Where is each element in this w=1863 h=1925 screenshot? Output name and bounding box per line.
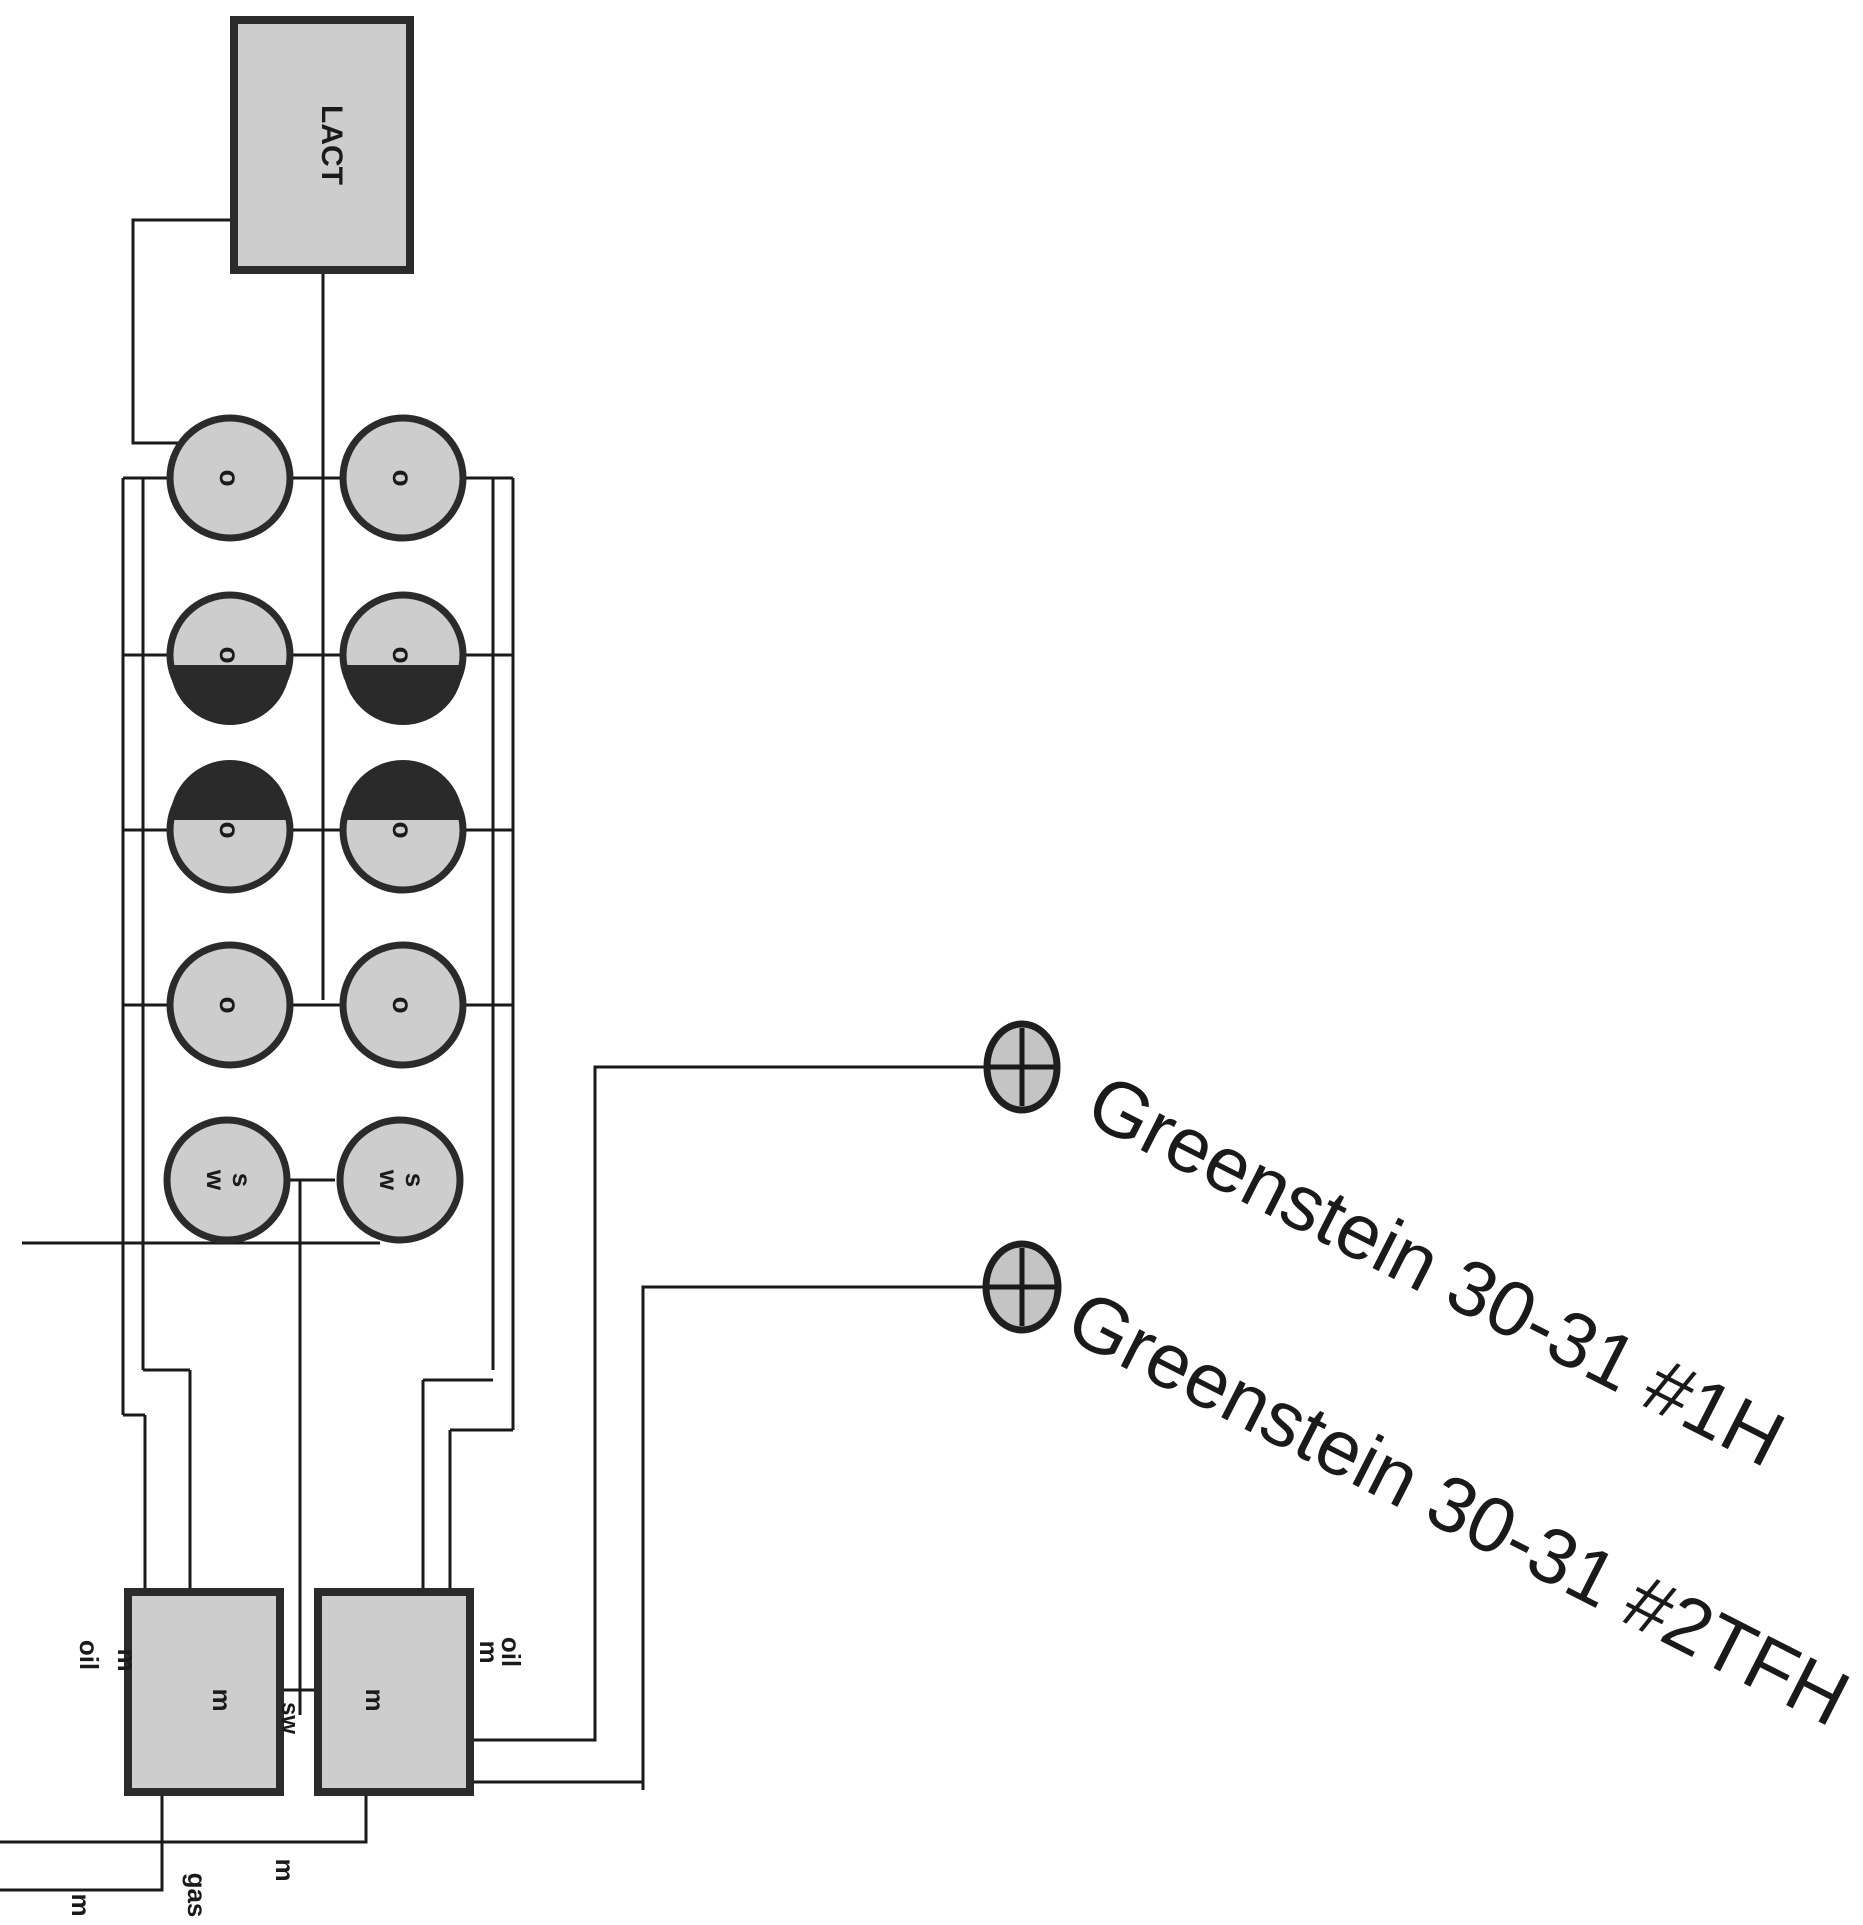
tank-label: o — [387, 996, 418, 1013]
separator-left — [124, 1588, 284, 1796]
pipe-well2 — [473, 1285, 995, 1784]
tank-label: o — [214, 996, 245, 1013]
pipe-bottom-mid — [0, 1790, 368, 1844]
tank-shading — [343, 760, 463, 820]
tank-label-line: s — [400, 1173, 430, 1187]
tank: o — [339, 414, 467, 542]
tank-shading — [170, 665, 290, 725]
tank-label: o — [214, 821, 245, 838]
tank-label-line: s — [227, 1173, 257, 1187]
well-name-1: Greenstein 30-31 #1H — [1074, 1057, 1798, 1484]
separators: m m m m oil oil sw — [74, 1588, 526, 1796]
sw-label: sw — [276, 1702, 303, 1734]
meter-label-bottom-mid: m — [270, 1858, 300, 1881]
well-symbol — [983, 1020, 1061, 1114]
tank-shading — [343, 665, 463, 725]
piping — [0, 218, 995, 1892]
tank: sw — [336, 1116, 464, 1244]
meter-label: m — [112, 1648, 142, 1671]
meter-label: m — [474, 1640, 504, 1663]
lact-label: LACT — [315, 105, 348, 185]
tank-label-line: w — [374, 1169, 404, 1191]
tank-label: o — [214, 469, 245, 486]
well-name-2: Greenstein 30-31 #2TFH — [1054, 1273, 1863, 1743]
tank: o — [166, 941, 294, 1069]
pipe-lact-to-tank1 — [131, 218, 230, 445]
lact-unit: LACT — [230, 16, 414, 274]
bottom-labels: m m gas — [66, 1858, 300, 1917]
tank-shading — [170, 760, 290, 820]
well-symbol — [982, 1240, 1062, 1334]
pipe-well1 — [473, 1065, 995, 1742]
tank: o — [339, 591, 467, 725]
tank: o — [339, 760, 467, 894]
tank-label: o — [214, 646, 245, 663]
tank: o — [166, 760, 294, 894]
tank-battery: o o o o o o o — [163, 414, 467, 1244]
tank: sw — [163, 1116, 291, 1244]
meter-label: m — [360, 1688, 390, 1711]
oil-label-left: oil — [74, 1640, 104, 1670]
tank-label: o — [387, 469, 418, 486]
tank-label: sw — [201, 1169, 257, 1191]
wells: Greenstein 30-31 #1H Greenstein 30-31 #2… — [982, 1020, 1863, 1743]
tank-label: o — [387, 646, 418, 663]
pipe-bottom-left — [0, 1792, 164, 1892]
oil-label-right: oil — [496, 1637, 526, 1667]
tank: o — [339, 941, 467, 1069]
meter-label-bottom-left: m — [66, 1893, 96, 1916]
tank: o — [166, 414, 294, 542]
gas-label: gas — [182, 1873, 212, 1918]
tank-label: sw — [374, 1169, 430, 1191]
meter-label: m — [207, 1688, 237, 1711]
tank-label: o — [387, 821, 418, 838]
separator-right — [314, 1588, 474, 1796]
tank: o — [166, 591, 294, 725]
tank-label-line: w — [201, 1169, 231, 1191]
